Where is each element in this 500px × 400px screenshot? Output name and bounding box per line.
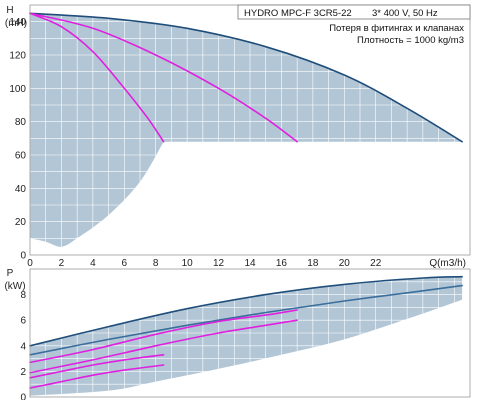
fittings-loss-note: Потеря в фитингах и клапанах [329,23,464,34]
x-tick-label: 2 [59,258,65,269]
power-plot-frame [29,268,471,398]
head-operating-area [30,13,463,247]
y-tick-label: 2 [20,367,26,378]
head-curves [29,12,463,143]
curve-series-4 [29,319,298,374]
x-tick-label: 12 [213,258,225,269]
x-tick-label: 16 [276,258,288,269]
head-curve-plot: 0 20 40 60 80 100 120 140 0 2 4 6 8 10 12 14 16 18 20 22 H… [5,4,471,269]
y-tick-label: 0 [20,393,26,400]
y-tick-label: 120 [9,51,26,62]
y-tick-label: 100 [9,84,26,95]
info-header-frame [237,4,471,20]
pump-model-label: HYDRO MPC-F 3CR5-22 [244,8,352,19]
pump-info-box: HYDRO MPC-F 3CR5-22 3* 400 V, 50 Hz Поте… [237,4,471,46]
curve-series-2 [29,12,298,143]
y-tick-label: 8 [20,290,26,301]
curve-series-3 [29,309,298,364]
info-note-background [318,21,468,45]
y-tick-label: 60 [15,151,27,162]
power-axis-label: P [7,268,14,279]
x-tick-label: 4 [90,258,96,269]
power-axis-unit: (kW) [4,281,25,292]
flow-axis-label: Q(m3/h) [429,258,466,269]
y-tick-label: 6 [20,316,26,327]
power-operating-area [30,276,463,396]
curve-series-5 [29,354,165,379]
curve-series-1 [29,12,463,143]
power-curves [29,275,463,389]
density-note: Плотность = 1000 kg/m3 [357,35,464,46]
head-axis-label: H [6,5,13,16]
curve-series-1 [29,275,463,347]
x-tick-label: 20 [339,258,351,269]
power-curve-plot: 0 2 4 6 8 P (kW) [4,268,471,400]
y-tick-label: 140 [9,17,26,28]
y-tick-label: 4 [20,341,26,352]
curve-series-3 [29,12,165,143]
pump-supply-label: 3* 400 V, 50 Hz [372,8,438,19]
x-tick-label: 22 [370,258,382,269]
head-y-ticks: 0 20 40 60 80 100 120 140 [9,17,26,261]
x-tick-label: 14 [244,258,256,269]
x-tick-label: 0 [27,258,33,269]
x-tick-label: 10 [182,258,194,269]
power-y-ticks: 0 2 4 6 8 [20,290,26,400]
curve-series-6 [29,364,165,389]
y-tick-label: 40 [15,184,27,195]
y-tick-label: 80 [15,117,27,128]
operating-area [30,276,463,396]
x-tick-label: 18 [307,258,319,269]
y-tick-label: 0 [20,251,26,262]
x-tick-label: 8 [153,258,159,269]
y-tick-label: 20 [15,217,27,228]
operating-area [30,13,463,247]
curve-series-2 [29,284,463,356]
head-axis-unit: (mH) [5,18,27,29]
x-tick-label: 6 [122,258,128,269]
head-x-ticks: 0 2 4 6 8 10 12 14 16 18 20 22 [27,258,381,269]
